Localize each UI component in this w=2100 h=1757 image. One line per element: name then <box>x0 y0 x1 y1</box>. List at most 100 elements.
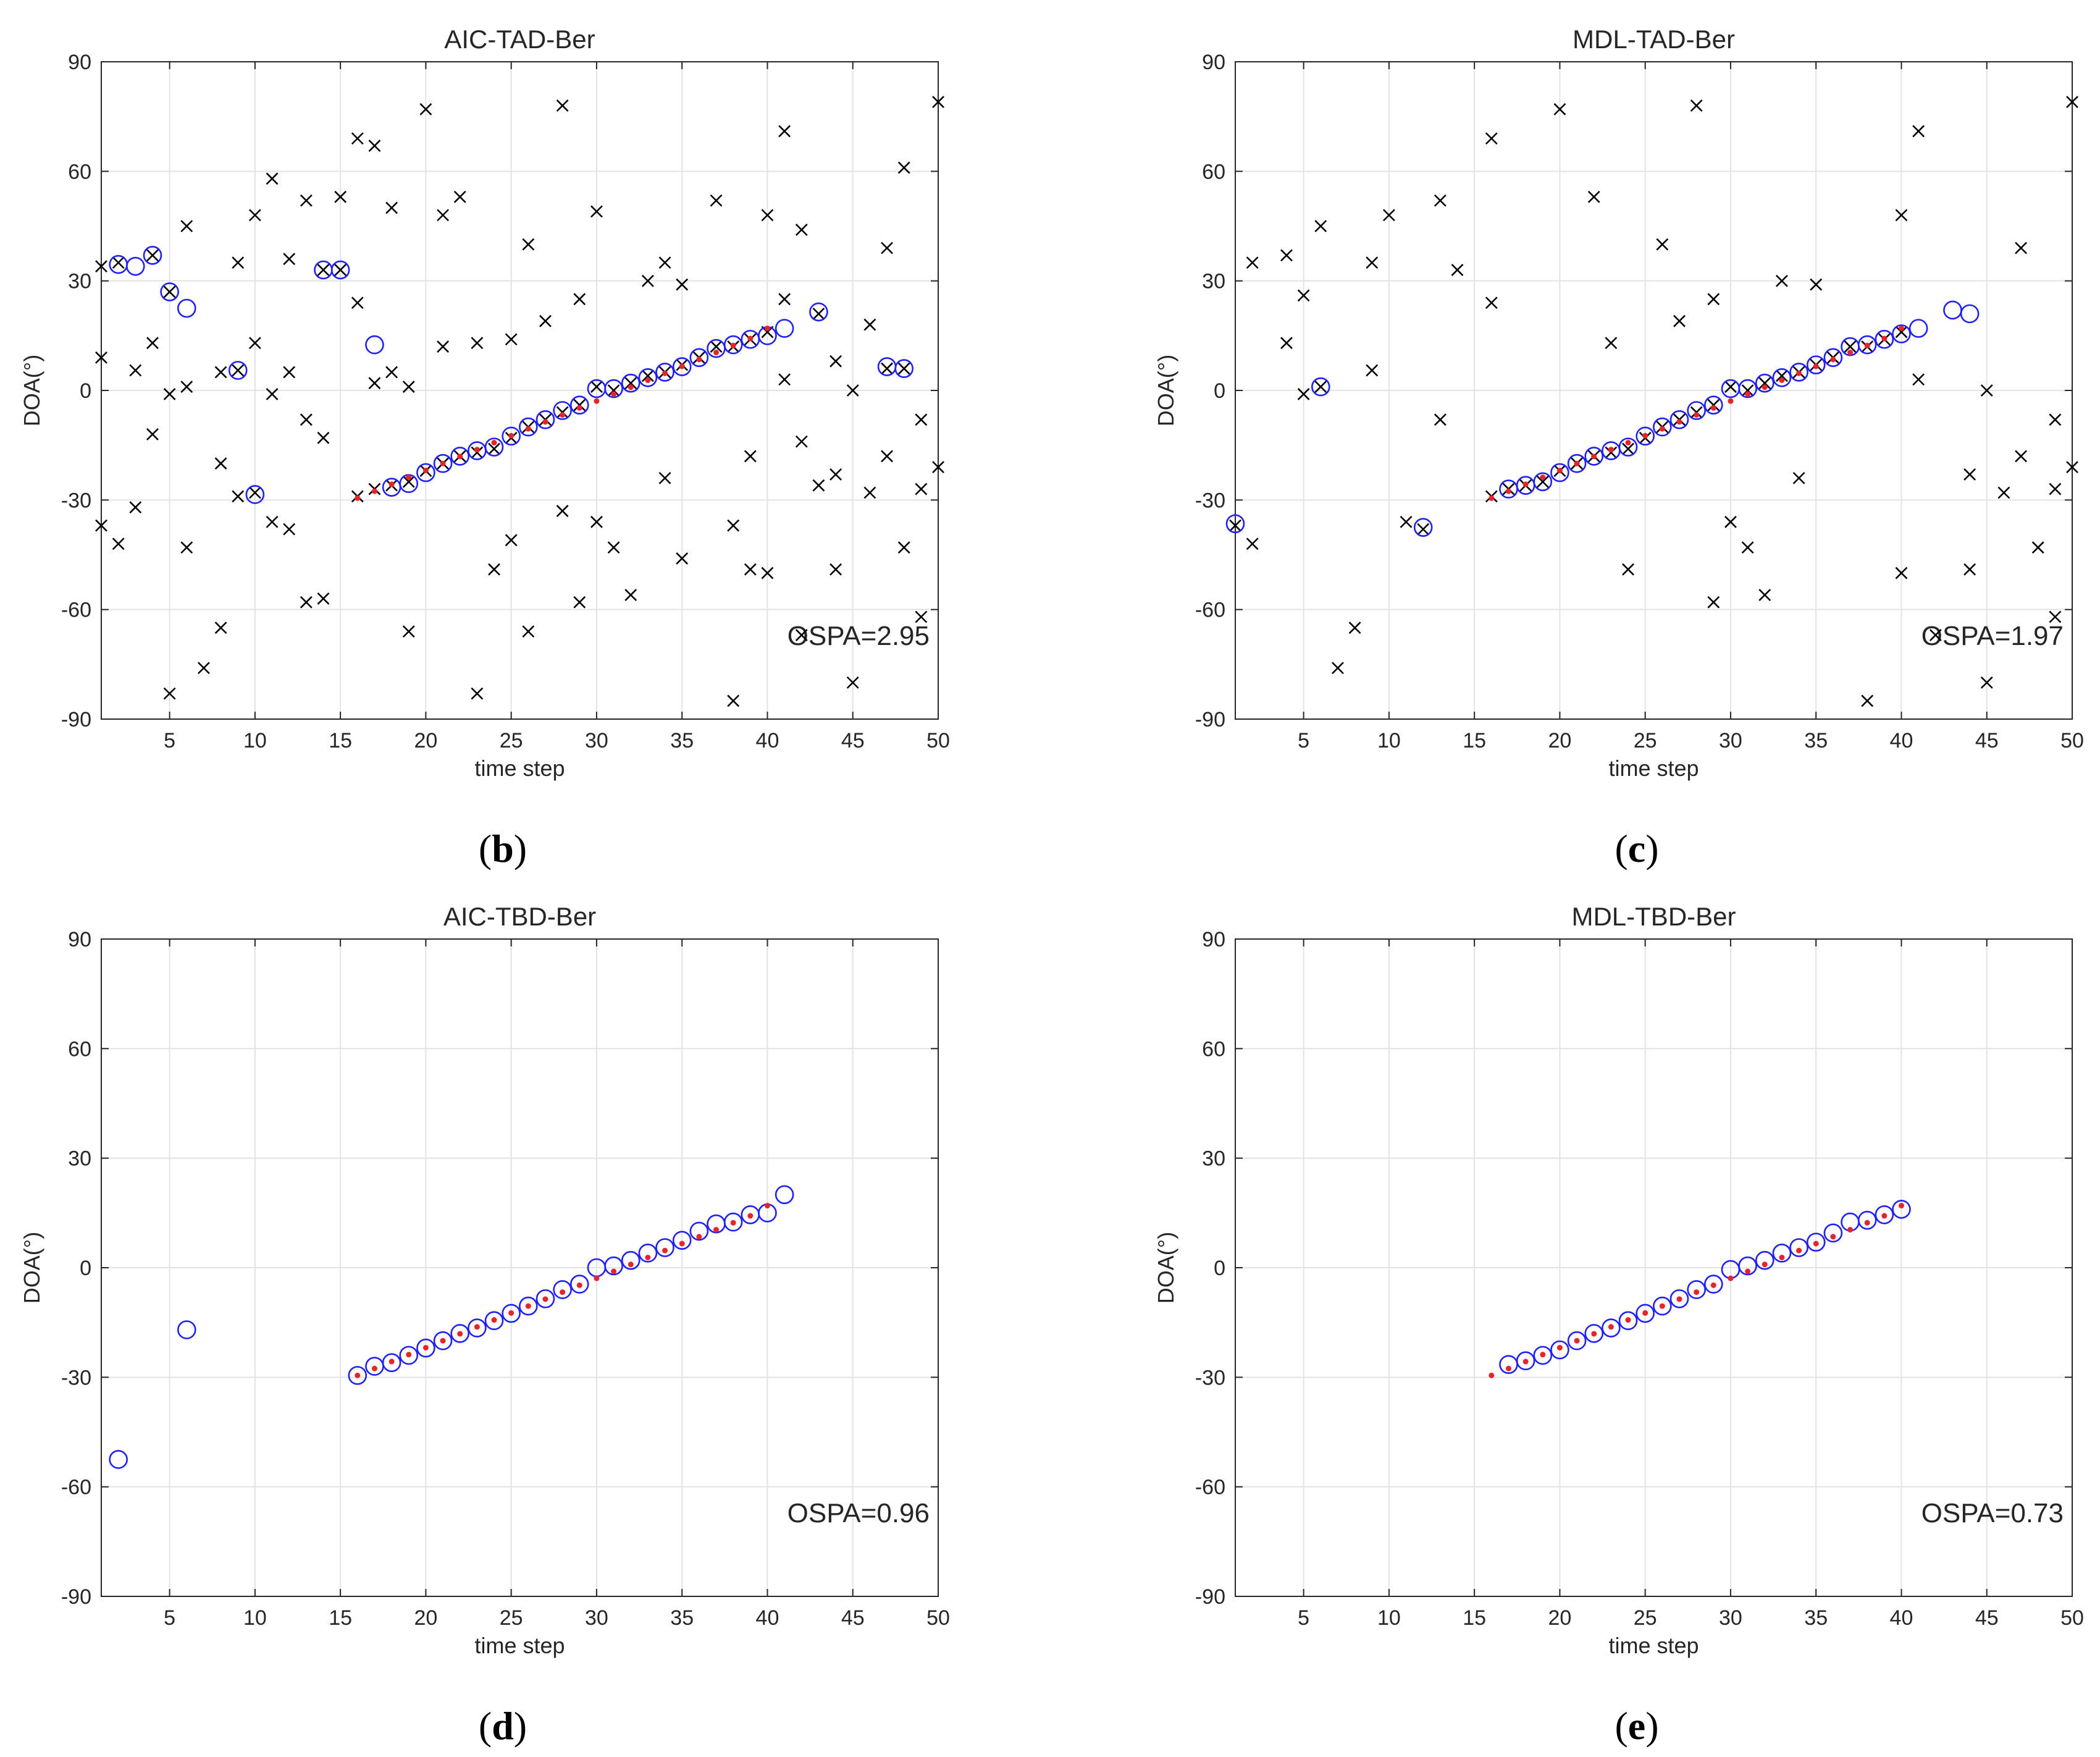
measurement-x-marker <box>214 457 227 470</box>
measurement-x-marker <box>1417 523 1430 536</box>
measurement-x-marker <box>95 351 107 364</box>
measurement-x-marker <box>830 563 842 576</box>
estimate-circle-marker <box>160 282 179 301</box>
true-state-dot <box>1762 384 1768 390</box>
measurement-x-marker <box>1964 563 1976 576</box>
measurement-x-marker <box>300 413 313 426</box>
measurement-x-marker <box>761 567 774 579</box>
estimate-circle-marker <box>468 1318 487 1338</box>
true-state-dot <box>440 1338 446 1344</box>
true-state-dot <box>1608 447 1614 453</box>
measurement-x-marker <box>2031 541 2044 554</box>
estimate-circle-marker <box>894 359 914 378</box>
measurement-x-marker <box>334 190 347 203</box>
true-state-dot <box>355 495 361 501</box>
ospa-annotation: OSPA=0.96 <box>788 1498 930 1528</box>
true-state-dot <box>1847 1227 1854 1233</box>
measurement-x-marker <box>1314 381 1327 394</box>
measurement-x-marker <box>402 475 415 488</box>
measurement-x-marker <box>624 377 637 390</box>
measurement-x-marker <box>1485 132 1498 145</box>
estimate-circle-marker <box>433 453 453 473</box>
x-tick-label: 20 <box>1548 1606 1571 1630</box>
measurement-x-marker <box>881 242 893 255</box>
y-tick-label: 90 <box>68 928 91 951</box>
x-tick-label: 45 <box>1975 1606 1999 1630</box>
true-state-dot <box>474 1324 480 1330</box>
true-state-dot <box>1881 335 1888 342</box>
true-state-dot <box>1659 426 1665 432</box>
estimate-circle-marker <box>1516 1351 1535 1371</box>
measurement-x-marker <box>795 435 808 448</box>
true-state-dot <box>662 1247 668 1253</box>
caption-b: (b) <box>479 827 527 870</box>
measurement-x-marker <box>1366 364 1379 377</box>
true-state-dot <box>730 1220 736 1226</box>
measurement-x-marker <box>488 442 500 455</box>
estimate-circle-marker <box>1960 304 1980 324</box>
panel-e: 5 10 15 20 25 30 35 40 45 50 -90 -60 -30 0 30 60 90 MDL-T… <box>1153 902 2084 1658</box>
estimate-circle-marker <box>1602 1318 1621 1338</box>
measurement-x-marker <box>334 264 347 276</box>
measurement-x-marker <box>1912 125 1925 138</box>
measurement-x-marker <box>522 238 535 251</box>
y-tick-label: -30 <box>1195 489 1225 512</box>
estimate-circle-marker <box>638 368 658 387</box>
estimate-circle-marker <box>621 373 640 393</box>
x-tick-label: 5 <box>164 729 175 752</box>
estimate-circle-marker <box>382 1353 401 1372</box>
true-state-dot <box>1813 363 1819 369</box>
true-state-dot <box>1625 1317 1631 1323</box>
estimate-circle-marker <box>1738 1256 1757 1276</box>
measurement-x-marker <box>1297 289 1310 302</box>
measurement-x-marker <box>658 256 671 269</box>
estimate-circle-marker <box>228 361 248 380</box>
true-state-dot <box>1796 1247 1802 1253</box>
measurement-x-marker <box>95 260 107 272</box>
true-state-dot <box>371 1365 377 1371</box>
measurement-x-marker <box>1587 190 1600 203</box>
true-state-dot <box>1505 1365 1511 1371</box>
estimate-circle-marker <box>1311 377 1330 397</box>
estimate-circle-marker <box>1755 1250 1774 1270</box>
measurement-x-marker <box>1912 373 1925 386</box>
estimate-circle-marker <box>569 1275 589 1294</box>
measurement-x-marker <box>2066 461 2078 474</box>
true-state-dot <box>1779 377 1785 383</box>
measurement-x-marker <box>129 364 142 377</box>
x-tick-label: 35 <box>1804 1606 1828 1630</box>
measurement-x-marker <box>881 450 893 463</box>
measurement-x-marker <box>505 534 518 547</box>
measurement-x-marker <box>1297 387 1310 400</box>
true-state-dot <box>1745 391 1751 397</box>
estimate-circle-marker <box>809 302 828 322</box>
true-state-dot <box>1898 326 1904 332</box>
x-tick-label: 15 <box>1463 1606 1486 1630</box>
y-tick-label: 90 <box>68 51 91 74</box>
measurement-x-marker <box>1741 384 1754 397</box>
x-axis-label: time step <box>1608 1633 1699 1658</box>
true-state-dot <box>1489 495 1495 501</box>
measurement-x-marker <box>248 209 261 222</box>
measurement-x-marker <box>146 249 159 262</box>
true-state-dot <box>1556 1344 1563 1350</box>
measurement-x-marker <box>1400 515 1413 528</box>
true-state-dot <box>628 1262 634 1268</box>
estimate-circle-marker <box>450 447 470 466</box>
estimate-circle-marker <box>1892 324 1911 343</box>
true-state-dot <box>662 370 668 376</box>
measurement-x-marker <box>1775 274 1788 287</box>
true-state-dot <box>1813 1241 1819 1247</box>
true-state-dot <box>679 1241 685 1247</box>
y-axis-label: DOA(°) <box>19 355 44 426</box>
true-state-dot <box>764 326 770 332</box>
measurement-x-marker <box>573 596 586 609</box>
estimate-circle-marker <box>519 417 538 437</box>
x-tick-label: 5 <box>1298 729 1309 752</box>
measurement-x-marker <box>710 340 723 353</box>
true-state-dot <box>491 1317 497 1323</box>
measurement-x-marker <box>897 541 910 554</box>
measurement-x-marker <box>266 515 279 528</box>
measurement-x-marker <box>573 398 586 411</box>
